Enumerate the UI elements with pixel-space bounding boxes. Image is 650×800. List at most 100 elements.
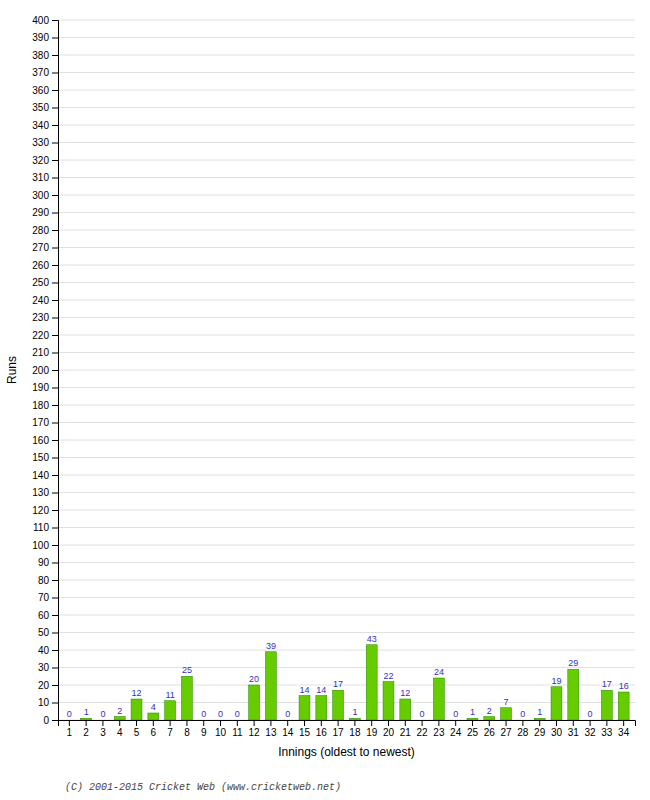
- x-tick: 15: [299, 720, 311, 738]
- x-tick-mark: [472, 720, 473, 726]
- y-tick-mark: [52, 160, 58, 161]
- y-tick-label: 140: [32, 470, 49, 481]
- y-tick-label: 190: [32, 382, 49, 393]
- bar: [97, 720, 108, 721]
- y-tick-label: 50: [38, 627, 50, 638]
- y-tick-mark: [52, 685, 58, 686]
- y-tick: 390: [32, 32, 58, 43]
- y-tick-label: 230: [32, 312, 49, 323]
- y-tick-label: 70: [38, 592, 50, 603]
- x-tick-mark: [573, 720, 574, 726]
- y-tick-mark: [52, 458, 58, 459]
- x-tick-label: 9: [201, 727, 207, 738]
- grid-line: [58, 702, 635, 703]
- x-tick-label: 3: [100, 727, 106, 738]
- y-tick-label: 150: [32, 452, 49, 463]
- y-tick-mark: [52, 370, 58, 371]
- grid-line: [58, 510, 635, 511]
- x-tick-label: 4: [117, 727, 123, 738]
- y-tick: 270: [32, 242, 58, 253]
- x-tick-mark: [102, 720, 103, 726]
- x-tick-label: 12: [249, 727, 261, 738]
- y-tick: 370: [32, 67, 58, 78]
- x-tick: 22: [417, 720, 429, 738]
- bar: [316, 696, 327, 721]
- y-tick-label: 270: [32, 242, 49, 253]
- data-label: 0: [235, 709, 240, 719]
- data-label: 0: [201, 709, 206, 719]
- data-label: 14: [316, 685, 326, 695]
- data-label: 14: [299, 685, 309, 695]
- y-tick-mark: [52, 230, 58, 231]
- y-tick-mark: [52, 55, 58, 56]
- y-tick-label: 400: [32, 15, 49, 26]
- data-label: 1: [84, 707, 89, 717]
- data-label: 1: [470, 707, 475, 717]
- x-tick-mark: [522, 720, 523, 726]
- y-tick-mark: [52, 475, 58, 476]
- y-tick-mark: [52, 178, 58, 179]
- x-tick-mark: [170, 720, 171, 726]
- y-tick: 280: [32, 225, 58, 236]
- x-tick: 8: [184, 720, 190, 738]
- y-tick-label: 30: [38, 662, 50, 673]
- x-tick: 7: [167, 720, 173, 738]
- grid-line: [58, 597, 635, 598]
- x-tick-label: 19: [366, 727, 378, 738]
- x-tick-mark: [539, 720, 540, 726]
- y-tick-label: 120: [32, 505, 49, 516]
- bar: [601, 690, 612, 720]
- x-tick: 23: [433, 720, 445, 738]
- y-axis: 0102030405060708090100110120130140150160…: [32, 15, 58, 726]
- y-tick-label: 290: [32, 207, 49, 218]
- y-tick-mark: [52, 318, 58, 319]
- grid-line: [58, 370, 635, 371]
- x-tick-label: 17: [333, 727, 345, 738]
- grid-line: [58, 125, 635, 126]
- y-tick: 330: [32, 137, 58, 148]
- x-tick: 18: [349, 720, 361, 738]
- x-tick-mark: [354, 720, 355, 726]
- y-tick-mark: [52, 125, 58, 126]
- x-tick-label: 14: [282, 727, 294, 738]
- x-tick: 11: [232, 720, 243, 738]
- data-label: 0: [520, 709, 525, 719]
- y-tick-label: 260: [32, 260, 49, 271]
- x-tick-label: 21: [400, 727, 412, 738]
- x-tick-mark: [556, 720, 557, 726]
- x-tick-label: 26: [484, 727, 496, 738]
- bar: [114, 717, 125, 721]
- y-tick: 260: [32, 260, 58, 271]
- x-tick-label: 6: [151, 727, 157, 738]
- y-tick-mark: [52, 353, 58, 354]
- x-tick-mark: [338, 720, 339, 726]
- y-tick-label: 170: [32, 417, 49, 428]
- y-tick-mark: [52, 423, 58, 424]
- grid-line: [58, 615, 635, 616]
- y-tick: 0: [43, 715, 58, 726]
- x-tick-label: 10: [215, 727, 227, 738]
- grid-line: [58, 300, 635, 301]
- x-tick-mark: [270, 720, 271, 726]
- data-label: 4: [151, 702, 156, 712]
- x-tick-label: 18: [349, 727, 361, 738]
- x-tick-label: 28: [517, 727, 529, 738]
- x-tick: 21: [400, 720, 412, 738]
- x-tick: 5: [134, 720, 140, 738]
- grid-line: [58, 20, 635, 21]
- y-tick-label: 210: [32, 347, 49, 358]
- bar: [433, 678, 444, 720]
- x-tick: 27: [501, 720, 513, 738]
- x-tick-label: 33: [601, 727, 613, 738]
- x-tick-mark: [203, 720, 204, 726]
- data-label: 16: [619, 681, 629, 691]
- bar: [618, 692, 629, 720]
- y-tick-mark: [52, 248, 58, 249]
- bar: [198, 720, 209, 721]
- y-tick-label: 350: [32, 102, 49, 113]
- y-tick: 380: [32, 50, 58, 61]
- y-tick-label: 160: [32, 435, 49, 446]
- y-tick-mark: [52, 90, 58, 91]
- x-tick-mark: [438, 720, 439, 726]
- y-axis-line: [52, 21, 59, 721]
